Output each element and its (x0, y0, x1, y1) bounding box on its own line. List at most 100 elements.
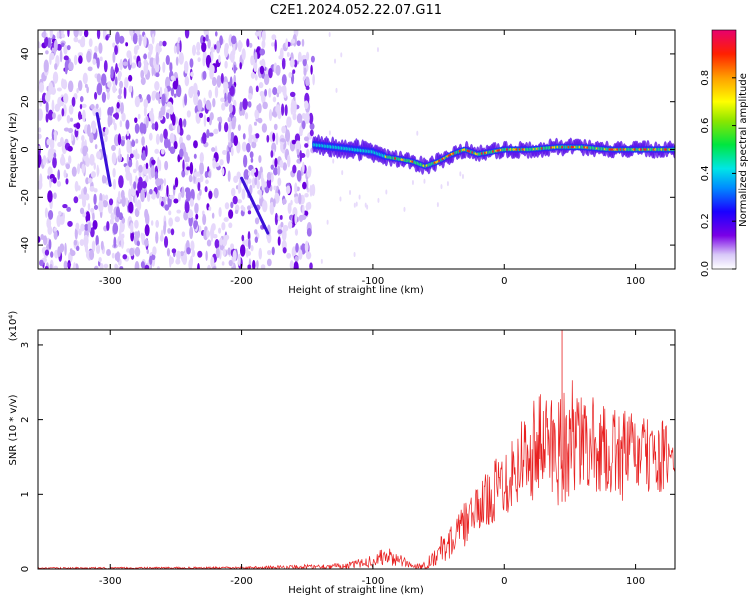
spectrogram-noise-cell (310, 55, 315, 63)
spectrogram-noise-cell (248, 238, 251, 250)
spectrogram-noise-cell (87, 203, 91, 211)
snr-multiplier: (x10⁴) (8, 311, 19, 342)
spectrogram-noise-cell (459, 171, 462, 177)
spectrogram-noise-cell (259, 189, 262, 199)
spectrogram-noise-cell (114, 76, 118, 86)
spectrogram-noise-cell (230, 243, 235, 250)
spectrogram-noise-cell (75, 122, 81, 130)
spectrogram-noise-cell (90, 171, 96, 178)
spectrogram-noise-cell (285, 185, 291, 194)
spectrogram-noise-cell (288, 72, 293, 79)
spectrogram-noise-cell (273, 185, 277, 191)
spectrogram-noise-cell (266, 171, 272, 181)
spectrogram-noise-cell (293, 261, 299, 269)
spectrogram-noise-cell (85, 177, 90, 185)
spectrogram-noise-cell (305, 85, 310, 91)
spectrogram-noise-cell (228, 222, 233, 229)
spectrogram-noise-cell (254, 109, 260, 120)
spectrogram-noise-cell (54, 63, 58, 70)
spectrogram-noise-cell (181, 186, 185, 199)
spectrogram-noise-cell (106, 220, 110, 231)
spectrogram-noise-cell (176, 209, 181, 214)
spectrogram-noise-cell (89, 249, 95, 261)
spectrogram-noise-cell (227, 170, 231, 182)
spectrogram-noise-cell (227, 247, 231, 256)
spectrogram-noise-cell (293, 59, 298, 68)
spectrogram-noise-cell (302, 58, 307, 67)
spectrogram-noise-cell (215, 40, 221, 54)
snr-frame (37, 329, 676, 570)
spectrogram-noise-cell (176, 124, 181, 135)
spectrogram-noise-cell (241, 234, 245, 242)
spectrogram-noise-cell (155, 92, 160, 101)
spectrogram-noise-cell (284, 129, 291, 142)
spectrogram-noise-cell (242, 133, 246, 140)
spectrogram-noise-cell (205, 250, 208, 262)
spectrogram-noise-cell (295, 242, 299, 253)
spectrogram-noise-cell (113, 236, 117, 248)
spectrogram-noise-cell (282, 247, 287, 254)
chart-title: C2E1.2024.052.22.07.G11 (270, 3, 442, 18)
spectrogram-noise-cell (90, 103, 95, 110)
spectrogram-noise-cell (125, 119, 130, 130)
spectrogram-noise-cell (193, 220, 198, 230)
snr-x-tick-label: -100 (362, 576, 385, 587)
spectrogram-noise-cell (77, 163, 80, 175)
spectrogram-noise-cell (193, 92, 199, 106)
spectrogram-noise-cell (280, 86, 286, 93)
spectrogram-noise-cell (148, 132, 153, 141)
spectrogram-noise-cell (291, 246, 297, 258)
spectrogram-noise-cell (280, 221, 284, 228)
spectrogram-noise-cell (247, 210, 252, 215)
snr-series-line (38, 380, 675, 569)
spectrogram-noise-cell (261, 30, 266, 42)
spectrogram-noise-cell (38, 180, 43, 190)
spectrogram-noise-cell (219, 237, 223, 246)
spectrogram-noise-cell (47, 225, 53, 235)
spectrogram-noise-cell (220, 73, 224, 84)
spectrogram-noise-cell (186, 110, 191, 118)
spectrogram-noise-cell (207, 264, 211, 269)
spectrogram-noise-cell (250, 55, 255, 66)
spectrogram-noise-cell (95, 103, 99, 109)
spectrogram-noise-cell (40, 233, 45, 240)
spectrogram-noise-cell (129, 247, 135, 257)
spectrogram-noise-cell (208, 190, 213, 200)
spectrogram-noise-cell (53, 152, 57, 159)
spectrogram-noise-cell (95, 234, 99, 247)
spectrogram-noise-cell (183, 60, 189, 74)
spectrogram-noise-cell (52, 112, 56, 120)
spectrogram-noise-cell (171, 113, 176, 126)
spectrogram-noise-cell (213, 128, 219, 135)
spectrogram-noise-cell (183, 118, 187, 128)
spectrogram-noise-cell (177, 193, 181, 202)
spectrogram-noise-cell (77, 80, 83, 92)
spectrogram-noise-cell (277, 165, 281, 176)
spectrogram-noise-cell (193, 153, 197, 159)
spectrogram-noise-cell (126, 142, 131, 154)
spectrogram-noise-cell (130, 62, 137, 69)
spectrogram-noise-cell (181, 169, 186, 178)
spectrogram-noise-cell (224, 42, 229, 51)
spectrogram-noise-cell (227, 116, 232, 123)
spectrogram-noise-cell (229, 50, 235, 63)
spectrogram-noise-cell (206, 229, 209, 239)
spectrogram-noise-cell (88, 38, 93, 48)
spectrogram-noise-cell (82, 109, 86, 122)
spectrogram-noise-cell (170, 75, 175, 81)
spectrogram-noise-cell (271, 246, 275, 256)
spectrogram-x-label: Height of straight line (km) (288, 285, 424, 296)
spectrogram-noise-cell (174, 216, 180, 223)
spectrogram-noise-cell (168, 217, 174, 227)
spectrogram-noise-cell (64, 242, 67, 256)
spectrogram-noise-cell (158, 110, 163, 119)
spectrogram-noise-cell (94, 144, 98, 150)
spectrogram-noise-cell (78, 55, 83, 64)
spectrogram-noise-cell (101, 174, 106, 184)
spectrogram-noise-cell (202, 36, 206, 43)
spectrogram-noise-cell (96, 30, 101, 40)
spectrogram-noise-cell (159, 86, 163, 98)
spectrogram-noise-cell (57, 114, 61, 122)
spectrogram-noise-cell (38, 133, 42, 140)
